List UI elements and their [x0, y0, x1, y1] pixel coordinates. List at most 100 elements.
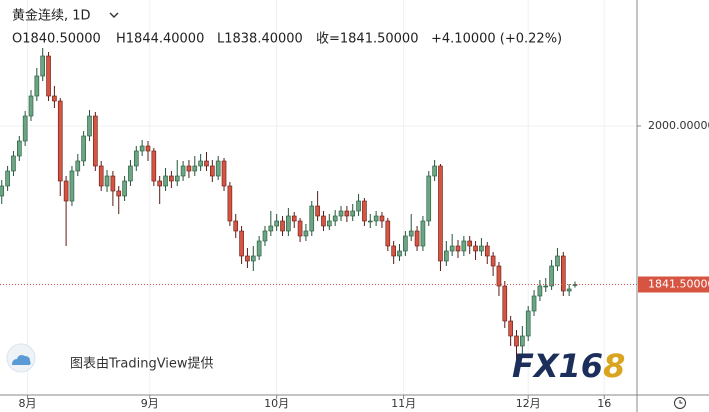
candle-body [321, 215, 326, 227]
candle-body [22, 115, 28, 142]
logo-part: FX16 [512, 347, 603, 385]
candle-body [169, 175, 174, 182]
x-tick-label: 9月 [141, 397, 159, 410]
candle-body [204, 160, 209, 167]
candle-body [81, 135, 86, 162]
candle-body [157, 180, 162, 187]
candle-body [327, 220, 332, 227]
candle-body [502, 285, 508, 322]
candle-body [210, 165, 215, 177]
candle-body [508, 320, 513, 337]
candle-body [163, 175, 168, 187]
candle-body [403, 235, 408, 252]
x-tick-label: 8月 [18, 397, 36, 410]
candle-body [397, 250, 402, 257]
candle-body [514, 335, 519, 347]
candles [0, 48, 578, 361]
candle-body [350, 210, 356, 217]
candle-body [0, 185, 5, 197]
candle-body [233, 220, 239, 232]
ohlc-high: H1844.40000 [116, 32, 204, 47]
candle-body [75, 160, 81, 172]
candle-body [444, 250, 449, 262]
ohlc-open: O1840.50000 [12, 32, 101, 47]
candle-body [192, 165, 198, 172]
candle-body [479, 245, 484, 252]
candle-body [315, 205, 320, 217]
candle-body [356, 200, 361, 212]
candle-body [122, 180, 127, 197]
ohlc-close: 收=1841.50000 [316, 32, 418, 47]
tradingview-logo[interactable] [6, 343, 36, 373]
x-tick-label: 16 [597, 397, 611, 410]
candle-body [69, 170, 75, 202]
candle-body [432, 165, 437, 177]
candle-body [344, 210, 350, 217]
candle-body [104, 175, 110, 187]
candle-body [151, 150, 157, 182]
candle-body [484, 245, 490, 257]
candle-body [309, 205, 315, 232]
candle-body [449, 245, 455, 252]
x-tick-label: 11月 [391, 397, 416, 410]
candle-body [461, 240, 467, 252]
ohlc-low: L1838.40000 [217, 32, 303, 47]
x-tick-label: 10月 [264, 397, 289, 410]
candle-body [385, 220, 391, 247]
candle-body [5, 170, 10, 187]
candle-body [291, 215, 297, 222]
candle-body [426, 175, 432, 222]
candle-body [227, 185, 233, 222]
x-tick-label: 12月 [516, 397, 541, 410]
candle-body [11, 155, 16, 172]
candle-body [40, 55, 46, 77]
logo-part: 8 [603, 347, 625, 385]
dropdown-caret[interactable] [109, 12, 119, 18]
candle-body [98, 165, 104, 187]
candle-body [496, 265, 502, 287]
candle-body [110, 175, 116, 192]
candle-body [531, 295, 537, 312]
candle-body [566, 288, 572, 292]
candle-body [414, 230, 420, 247]
candle-body [221, 160, 227, 187]
candle-body [46, 55, 51, 97]
candle-body [438, 165, 443, 262]
candle-body [245, 255, 250, 262]
candle-body [297, 220, 303, 237]
candle-body [87, 115, 92, 137]
candle-body [57, 100, 63, 182]
candle-body [174, 175, 180, 182]
candle-body [543, 285, 549, 288]
ohlc-change: +4.10000 (+0.22%) [431, 32, 562, 47]
candle-body [303, 230, 309, 237]
candle-body [239, 230, 244, 257]
clock-icon[interactable] [674, 397, 686, 409]
candle-body [525, 310, 531, 337]
candle-body [549, 265, 554, 287]
candle-body [180, 165, 186, 177]
candle-body [490, 255, 496, 267]
last-price-box [638, 276, 709, 293]
candle-body [186, 165, 192, 172]
y-tick-label: 2000.00000 [648, 119, 709, 132]
candle-body [332, 215, 338, 222]
candle-body [268, 225, 274, 232]
candle-body [93, 115, 98, 167]
candle-body [520, 335, 525, 347]
chart-title[interactable]: 黄金连续, 1D [12, 8, 91, 24]
candle-body [362, 200, 367, 222]
candle-body [367, 220, 373, 223]
candle-body [34, 75, 40, 97]
candle-body [274, 220, 279, 227]
candle-body [379, 215, 385, 222]
last-price-label: 1841.50000 [648, 278, 709, 291]
candle-body [560, 255, 566, 292]
candle-body [373, 215, 379, 222]
candle-body [17, 140, 22, 157]
watermark: 图表由TradingView提供 [70, 356, 214, 372]
candle-body [391, 245, 396, 257]
candle-body [52, 95, 57, 102]
